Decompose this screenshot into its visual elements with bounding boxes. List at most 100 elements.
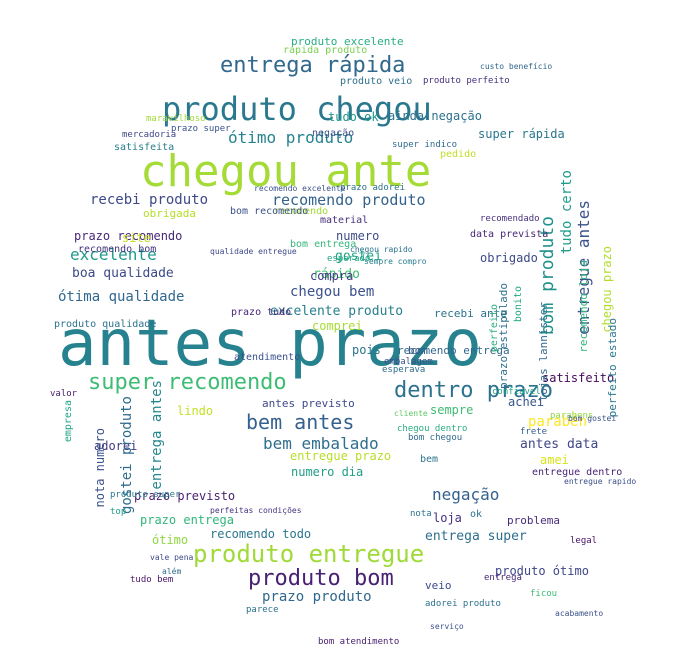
cloud-word: numero — [336, 229, 380, 243]
cloud-word: site — [122, 231, 151, 245]
cloud-word: pedido — [440, 149, 477, 160]
cloud-word: recebi ante — [434, 307, 507, 320]
cloud-word: chegou bem — [290, 284, 375, 300]
cloud-word: veio — [425, 579, 452, 592]
cloud-word: parabén — [528, 414, 588, 430]
cloud-word: prazo entrega — [140, 513, 234, 527]
cloud-word: entrega rápida — [220, 53, 406, 78]
cloud-word: boa qualidade — [72, 266, 174, 281]
cloud-word: satisfeita — [114, 142, 175, 153]
cloud-word: compra — [310, 269, 354, 283]
cloud-word: gostei — [335, 249, 382, 264]
cloud-word: prazo previsto — [134, 489, 236, 503]
cloud-word: empresa — [63, 400, 74, 443]
cloud-word: chegou dentro — [397, 424, 468, 434]
cloud-word: prazo tudo — [231, 307, 292, 318]
cloud-word: sempre compro — [364, 257, 427, 266]
cloud-word: mercadoria — [122, 130, 177, 140]
cloud-word: tudo certo — [559, 170, 575, 255]
cloud-word: produto super — [110, 490, 181, 500]
cloud-word: parabens — [550, 411, 594, 421]
cloud-word: produto bom — [248, 566, 394, 591]
cloud-word: ótimo — [152, 533, 189, 547]
cloud-word: ficou — [530, 589, 558, 599]
cloud-word: produto veio — [340, 76, 413, 87]
cloud-word: bom entrega — [290, 239, 357, 250]
cloud-word: adorei produto — [425, 599, 501, 609]
cloud-word: recomendo entrega — [397, 344, 510, 357]
cloud-word: bem — [420, 454, 439, 465]
cloud-word: serviço — [430, 622, 464, 631]
cloud-word: entrega antes — [149, 380, 165, 490]
cloud-word: bom — [408, 344, 428, 357]
cloud-word: pois — [352, 343, 381, 357]
cloud-word: sempre — [430, 403, 474, 417]
cloud-word: loja — [433, 511, 462, 525]
cloud-word: rápida produto — [283, 45, 368, 56]
cloud-word: recebi produto — [90, 192, 209, 208]
cloud-word: satisfeito — [542, 371, 615, 385]
cloud-word: cliente — [394, 409, 428, 418]
cloud-word: tudo bem — [130, 575, 174, 585]
cloud-word: ok — [470, 509, 483, 520]
cloud-word: rápido — [313, 267, 360, 282]
cloud-word: bom chegou — [408, 433, 463, 443]
cloud-word: negação — [432, 485, 500, 504]
cloud-word: adorei — [94, 439, 138, 453]
cloud-word: entrega super — [425, 529, 527, 544]
cloud-word: tudo ok — [328, 110, 379, 124]
cloud-word: qualidade entregue — [210, 247, 297, 256]
cloud-word: confiavel — [492, 387, 541, 397]
cloud-word: excelente produto — [270, 304, 404, 319]
cloud-word: amei — [540, 453, 569, 467]
cloud-word: prazo produto — [262, 589, 372, 605]
cloud-word: data prevista — [470, 229, 549, 240]
cloud-word: parece — [246, 605, 279, 615]
cloud-word: obrigado — [480, 251, 538, 265]
cloud-word: prazo estipulado — [497, 283, 510, 389]
cloud-word: bom recomendo — [230, 206, 309, 217]
cloud-word: entrega — [484, 573, 522, 583]
cloud-word: produto ótimo — [495, 564, 589, 578]
cloud-word: esperava — [382, 365, 426, 375]
cloud-word: recomendo produto — [272, 191, 426, 209]
cloud-word: produto qualidade — [54, 319, 157, 330]
cloud-word: além — [162, 567, 182, 576]
cloud-word: nota numero — [93, 428, 107, 508]
cloud-word: super rápida — [478, 127, 565, 141]
cloud-word: acabamento — [555, 609, 604, 618]
cloud-word: antes data — [520, 437, 599, 452]
cloud-word: entregue dentro — [532, 467, 623, 478]
cloud-word: super recomendo — [88, 370, 287, 395]
cloud-word: obrigada — [143, 207, 196, 220]
cloud-word: vale pena — [150, 553, 194, 562]
cloud-word: prazo super — [171, 124, 231, 134]
cloud-word: nota — [410, 509, 432, 519]
cloud-word: recomendo bom — [78, 244, 157, 255]
cloud-word: esperado — [327, 254, 371, 264]
cloud-word: bonito — [513, 286, 524, 323]
cloud-word: top — [110, 507, 127, 517]
cloud-word: produto perfeito — [423, 76, 510, 86]
cloud-word: legal — [570, 536, 598, 546]
cloud-word: bom atendimento — [318, 637, 400, 647]
cloud-word: numero dia — [291, 465, 364, 479]
cloud-word: entregue prazo — [290, 449, 392, 463]
cloud-word: ótima qualidade — [58, 289, 185, 305]
cloud-word: custo benefício — [480, 62, 553, 71]
cloud-word: excelente — [70, 245, 157, 264]
cloud-word: super indico — [392, 140, 458, 150]
cloud-word: ainda negação — [388, 109, 482, 123]
cloud-word: negação — [312, 128, 355, 139]
cloud-word: antes previsto — [262, 397, 355, 410]
cloud-word: recomendo loja — [577, 260, 590, 353]
cloud-word: bem embalado — [263, 434, 379, 453]
cloud-word: ótimo produto — [228, 128, 354, 147]
cloud-word: produto chegou — [162, 90, 432, 128]
cloud-word: produto entregue — [193, 540, 425, 568]
cloud-word: chegou rapido — [350, 245, 413, 254]
cloud-word: comprei — [312, 319, 363, 333]
cloud-word: recomendo excelente — [254, 184, 346, 193]
cloud-word: embalagem — [384, 357, 433, 367]
cloud-word: recomendo todo — [210, 527, 312, 541]
